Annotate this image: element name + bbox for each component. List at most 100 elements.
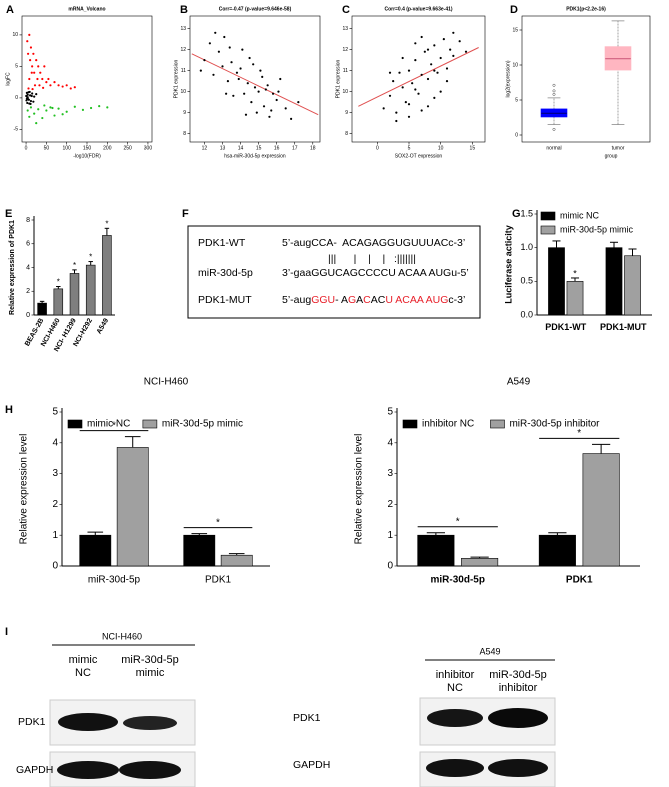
y-tick-label: 11 bbox=[181, 68, 186, 74]
legend-label: miR-30d-5p inhibitor bbox=[509, 419, 600, 430]
point bbox=[388, 71, 392, 74]
sequence-segment: ||| | | | :||||||| bbox=[328, 253, 416, 265]
x-tick-label: 10 bbox=[438, 145, 444, 151]
point bbox=[297, 101, 300, 104]
point bbox=[26, 109, 29, 112]
bar bbox=[69, 273, 80, 316]
sequence-segment: 5’-augCCA- ACAGAGGUGUUUACc-3’ bbox=[282, 237, 465, 249]
bar bbox=[53, 288, 64, 316]
sequence-name: miR-30d-5p bbox=[198, 267, 253, 279]
band bbox=[488, 708, 548, 728]
point bbox=[27, 87, 30, 90]
point bbox=[271, 92, 275, 95]
x-tick-label: 200 bbox=[103, 145, 112, 151]
y-tick-label: 5 bbox=[387, 407, 393, 418]
band bbox=[58, 713, 118, 731]
significance: * bbox=[112, 420, 116, 431]
point bbox=[414, 59, 417, 62]
x-tick-label: 0 bbox=[25, 145, 28, 151]
significance: * bbox=[89, 253, 92, 262]
x-tick-label: 18 bbox=[310, 145, 316, 151]
y-tick-label: 9 bbox=[183, 110, 186, 116]
x-tick-label: 50 bbox=[44, 145, 50, 151]
point bbox=[226, 80, 230, 83]
x-tick-label: tumor bbox=[612, 145, 625, 151]
point bbox=[395, 119, 398, 123]
x-tick-label: 15 bbox=[470, 145, 476, 151]
lane-label: mimic bbox=[136, 667, 165, 679]
point bbox=[259, 69, 262, 72]
y-tick-label: 4 bbox=[387, 437, 393, 448]
panel-label: F bbox=[182, 208, 189, 220]
x-axis-label: -log10(FDR) bbox=[73, 153, 101, 159]
legend-swatch bbox=[540, 225, 556, 235]
point bbox=[33, 112, 36, 115]
point bbox=[32, 52, 35, 55]
point bbox=[420, 73, 423, 76]
point bbox=[404, 101, 407, 104]
chart-title: Corr=0.4 (p-value=9.663e-41) bbox=[384, 6, 452, 12]
point bbox=[458, 40, 461, 43]
chart-title: mRNA_Volcano bbox=[68, 6, 105, 12]
y-tick-label: 11 bbox=[343, 68, 348, 74]
sequence-segment: c-3’ bbox=[448, 294, 465, 306]
point bbox=[199, 69, 202, 72]
y-tick-label: 12 bbox=[342, 47, 348, 53]
x-tick-label: 300 bbox=[144, 145, 153, 151]
y-tick-label: 1.5 bbox=[520, 208, 533, 218]
x-tick-label: PDK1 bbox=[566, 575, 593, 586]
point bbox=[430, 63, 433, 66]
y-tick-label: 9 bbox=[345, 110, 348, 116]
point bbox=[30, 71, 33, 74]
panel-label: G bbox=[512, 208, 521, 220]
point bbox=[33, 95, 36, 98]
trend-line bbox=[191, 53, 319, 116]
band bbox=[427, 709, 483, 727]
point bbox=[73, 86, 76, 89]
bar bbox=[37, 302, 47, 316]
x-tick-label: miR-30d-5p bbox=[88, 575, 141, 586]
point bbox=[433, 44, 436, 47]
x-tick-label: 16 bbox=[274, 145, 280, 151]
point bbox=[426, 105, 430, 108]
point bbox=[398, 71, 401, 74]
point bbox=[98, 104, 101, 108]
blot-row-label: GAPDH bbox=[293, 759, 330, 771]
sequence: 5’-augCCA- ACAGAGGUGUUUACc-3’ bbox=[282, 237, 465, 249]
bar bbox=[605, 247, 623, 316]
lane-label: NC bbox=[447, 682, 463, 694]
lane-label: mimic bbox=[69, 654, 98, 666]
sequence-segment: G bbox=[348, 294, 356, 306]
point bbox=[26, 96, 29, 99]
point bbox=[35, 122, 38, 125]
point bbox=[426, 48, 430, 51]
x-tick-label: 250 bbox=[123, 145, 132, 151]
chart-title: PDK1(p<2.2e-16) bbox=[566, 6, 606, 12]
point bbox=[47, 77, 50, 81]
x-tick-label: normal bbox=[546, 145, 561, 151]
point bbox=[266, 84, 269, 87]
legend-swatch bbox=[142, 419, 158, 429]
panel-label: A bbox=[6, 4, 14, 16]
outlier bbox=[552, 83, 556, 87]
point bbox=[29, 99, 33, 103]
point bbox=[277, 90, 280, 93]
bar bbox=[538, 534, 576, 567]
band bbox=[119, 761, 181, 779]
point bbox=[270, 109, 273, 112]
point bbox=[407, 69, 411, 72]
point bbox=[279, 77, 282, 81]
bar bbox=[582, 453, 620, 567]
point bbox=[28, 115, 31, 118]
point bbox=[65, 110, 68, 113]
point bbox=[284, 107, 287, 110]
sequence: 3’-gaaGGUCAGCCCCU ACAA AUGu-5’ bbox=[282, 267, 469, 279]
point bbox=[26, 52, 30, 55]
point bbox=[414, 88, 417, 91]
point bbox=[230, 61, 233, 64]
y-tick-label: 4 bbox=[26, 264, 30, 271]
point bbox=[69, 87, 72, 90]
x-tick-label: 12 bbox=[202, 145, 208, 151]
chart-title: NCI-H460 bbox=[144, 377, 189, 388]
plot-frame bbox=[521, 15, 651, 143]
